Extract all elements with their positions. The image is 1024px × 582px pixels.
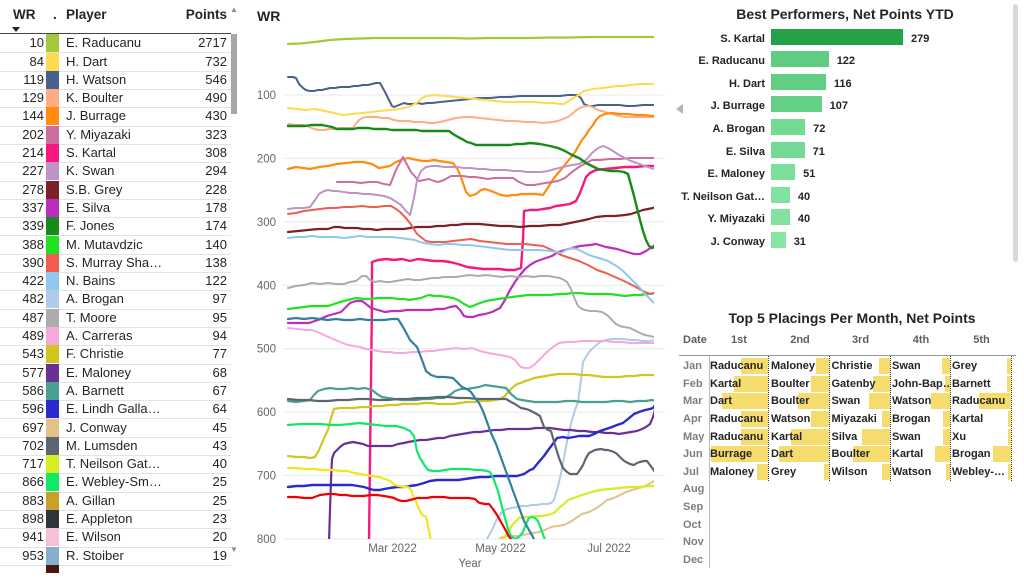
- svg-text:WR: WR: [257, 8, 280, 24]
- svg-text:Jul 2022: Jul 2022: [587, 543, 630, 555]
- svg-text:300: 300: [257, 217, 276, 229]
- svg-text:200: 200: [257, 153, 276, 165]
- svg-text:800: 800: [257, 534, 276, 546]
- svg-text:400: 400: [257, 280, 276, 292]
- svg-text:Mar 2022: Mar 2022: [368, 543, 417, 555]
- svg-text:Year: Year: [458, 558, 481, 570]
- svg-text:500: 500: [257, 344, 276, 356]
- svg-text:100: 100: [257, 90, 276, 102]
- svg-text:May 2022: May 2022: [475, 543, 526, 555]
- svg-text:700: 700: [257, 471, 276, 483]
- svg-text:600: 600: [257, 407, 276, 419]
